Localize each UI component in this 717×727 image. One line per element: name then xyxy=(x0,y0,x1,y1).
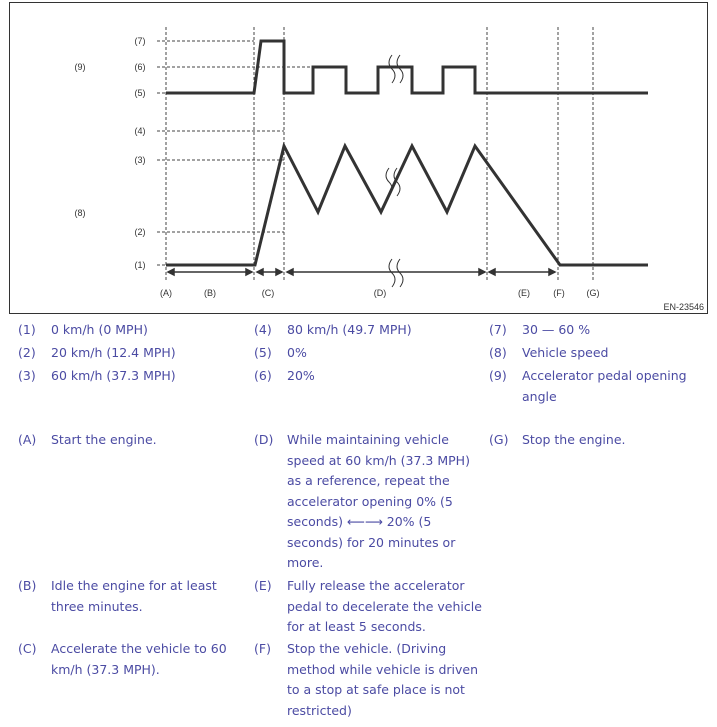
wavy-break-icon xyxy=(385,54,404,288)
legend-num: (6) xyxy=(254,368,272,383)
y-label-1: (1) xyxy=(135,260,146,270)
phase-label-e: (E) xyxy=(518,288,530,298)
step-num: (E) xyxy=(254,578,272,593)
legend-num: (4) xyxy=(254,322,272,337)
step-text: While maintaining vehicle speed at 60 km… xyxy=(287,432,470,570)
legend-num: (8) xyxy=(489,345,507,360)
guide-lines xyxy=(157,27,594,280)
y-label-5: (5) xyxy=(135,88,146,98)
step-text: Stop the vehicle. (Driving method while … xyxy=(287,641,479,718)
step-num: (C) xyxy=(18,641,37,656)
legend-text: 20 km/h (12.4 MPH) xyxy=(51,345,176,360)
step-text: Start the engine. xyxy=(51,432,157,447)
step-text: Idle the engine for at least three minut… xyxy=(51,578,217,614)
y-label-7: (7) xyxy=(135,36,146,46)
figure-id: EN-23546 xyxy=(663,302,704,312)
step-text: Stop the engine. xyxy=(522,432,626,447)
accelerator-opening-line xyxy=(166,39,648,95)
phase-label-b: (B) xyxy=(204,288,216,298)
y-label-2: (2) xyxy=(135,227,146,237)
legend-num: (7) xyxy=(489,322,507,337)
phase-label-c: (C) xyxy=(262,288,275,298)
legend-text: Vehicle speed xyxy=(522,345,609,360)
legend-num: (2) xyxy=(18,345,36,360)
legend-text: 80 km/h (49.7 MPH) xyxy=(287,322,412,337)
legend-text: 20% xyxy=(287,368,315,383)
legend-text: 60 km/h (37.3 MPH) xyxy=(51,368,176,383)
step-text: Accelerate the vehicle to 60 km/h (37.3 … xyxy=(51,641,227,677)
step-num: (B) xyxy=(18,578,37,593)
vehicle-speed-line xyxy=(166,141,648,267)
legend-num: (1) xyxy=(18,322,36,337)
step-num: (D) xyxy=(254,432,274,447)
accelerator-group-label: (9) xyxy=(75,62,86,72)
phase-label-a: (A) xyxy=(160,288,172,298)
step-num: (A) xyxy=(18,432,37,447)
legend-text: 30 — 60 % xyxy=(522,322,591,337)
figure-frame xyxy=(9,2,708,314)
legend-text: 0% xyxy=(287,345,307,360)
step-text: Fully release the accelerator pedal to d… xyxy=(287,578,482,634)
phase-arrows xyxy=(166,267,557,277)
y-label-6: (6) xyxy=(135,62,146,72)
y-label-3: (3) xyxy=(135,155,146,165)
driving-pattern-diagram: (7) (6) (5) (4) (3) (2) (1) (9) (8) (A) … xyxy=(9,2,708,314)
step-num: (F) xyxy=(254,641,271,656)
legend-text: 0 km/h (0 MPH) xyxy=(51,322,148,337)
legend-text: Accelerator pedal opening angle xyxy=(522,368,687,404)
y-label-4: (4) xyxy=(135,126,146,136)
legend-num: (3) xyxy=(18,368,36,383)
phase-label-d: (D) xyxy=(374,288,387,298)
speed-group-label: (8) xyxy=(75,208,86,218)
legend-num: (9) xyxy=(489,368,507,383)
phase-label-f: (F) xyxy=(553,288,565,298)
phase-label-g: (G) xyxy=(587,288,600,298)
legend-num: (5) xyxy=(254,345,272,360)
step-num: (G) xyxy=(489,432,509,447)
